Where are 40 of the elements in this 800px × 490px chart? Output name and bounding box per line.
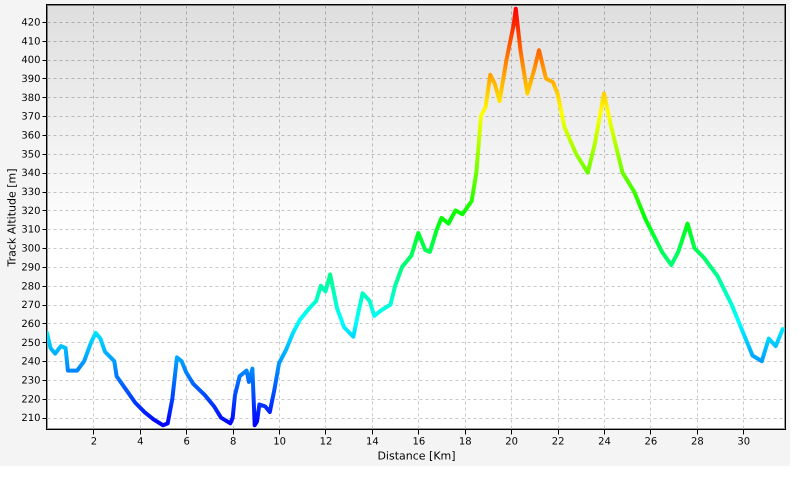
x-tick-label: 26 — [644, 436, 658, 448]
y-tick-label: 240 — [21, 356, 40, 368]
x-tick-label: 28 — [690, 436, 704, 448]
y-tick-label: 330 — [21, 187, 40, 198]
x-tick-label: 16 — [412, 436, 426, 448]
y-tick-label: 270 — [21, 300, 40, 312]
x-tick-label: 8 — [230, 436, 236, 448]
y-tick-label: 230 — [21, 376, 40, 387]
x-tick-label: 12 — [320, 436, 332, 448]
y-tick-label: 380 — [21, 92, 40, 104]
x-tick-label: 10 — [273, 436, 286, 448]
y-tick-label: 420 — [21, 17, 40, 28]
y-tick-label: 360 — [21, 130, 40, 142]
x-tick-label: 2 — [90, 436, 98, 448]
y-tick-label: 350 — [21, 149, 40, 160]
y-tick-label: 390 — [21, 74, 40, 85]
x-tick-label: 14 — [366, 436, 379, 448]
y-axis-title: Track Altitude [m] — [5, 168, 18, 268]
x-tick-label: 18 — [458, 436, 472, 448]
x-tick-label: 24 — [598, 436, 611, 448]
y-tick-label: 210 — [21, 413, 40, 424]
y-tick-label: 290 — [21, 262, 40, 274]
x-tick-label: 22 — [552, 436, 564, 448]
y-tick-label: 410 — [21, 36, 40, 48]
y-tick-label: 250 — [21, 338, 40, 349]
y-tick-label: 280 — [21, 281, 40, 292]
y-tick-label: 260 — [21, 318, 40, 330]
y-tick-label: 220 — [21, 394, 40, 406]
y-tick-label: 340 — [21, 168, 40, 180]
y-tick-label: 310 — [21, 224, 40, 236]
y-tick-label: 320 — [21, 206, 40, 217]
x-axis-title: Distance [Km] — [377, 450, 456, 462]
y-tick-label: 400 — [21, 55, 40, 66]
y-tick-label: 300 — [21, 244, 40, 255]
y-tick-label: 370 — [21, 112, 40, 123]
x-tick-label: 20 — [505, 436, 518, 448]
line-series — [47, 6, 785, 428]
x-tick-label: 6 — [184, 436, 190, 448]
x-tick-label: 30 — [737, 436, 750, 448]
x-tick-label: 4 — [137, 436, 144, 448]
